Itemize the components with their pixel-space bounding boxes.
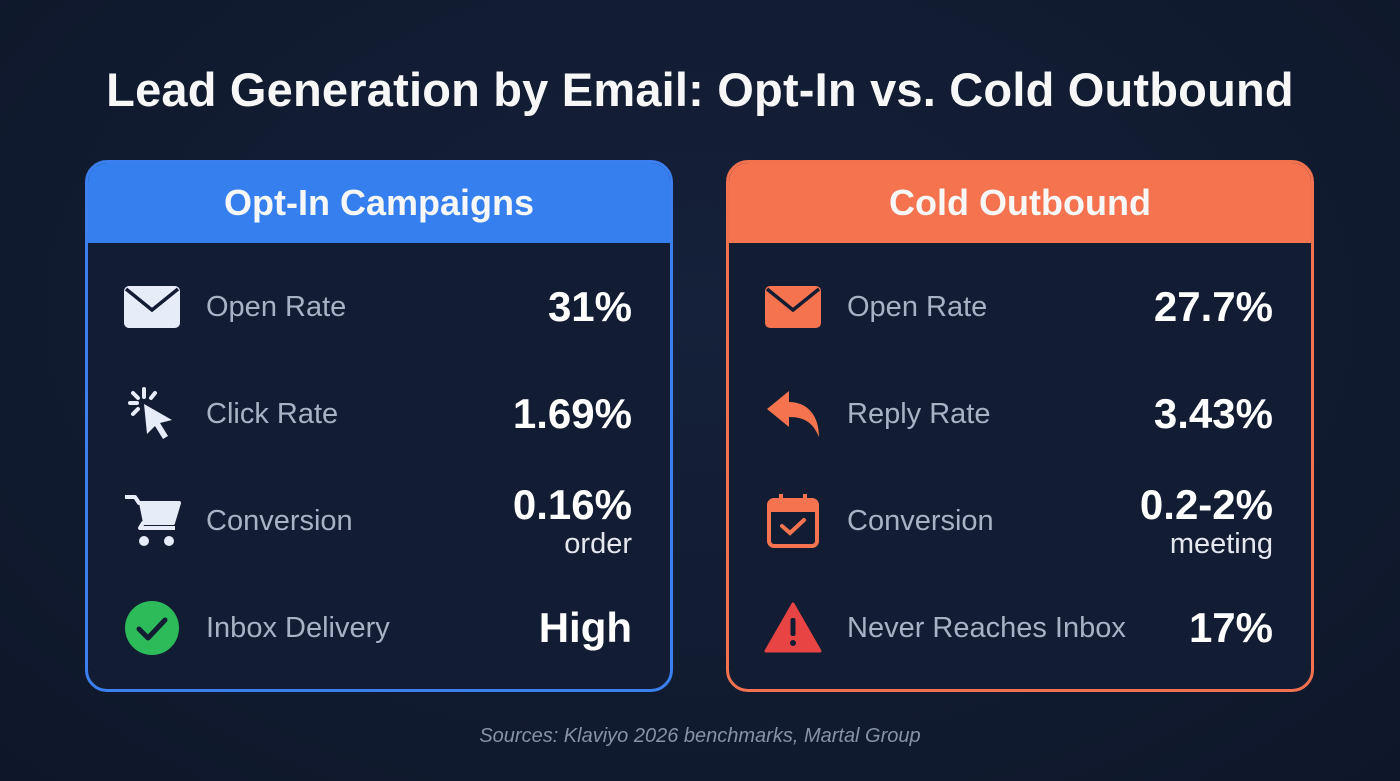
metric-value: 0.2-2% meeting [1139,480,1273,560]
optin-card-header: Opt-In Campaigns [88,163,670,243]
metric-label: Click Rate [206,397,339,430]
optin-row-click-rate: Click Rate 1.69% [88,374,670,454]
metric-subtext: meeting [1169,527,1273,560]
metric-value: 3.43% [1153,390,1273,437]
cold-row-open-rate: Open Rate 27.7% [729,267,1311,347]
metric-value: High [538,604,632,651]
envelope-icon [122,277,182,337]
optin-row-inbox-delivery: Inbox Delivery High [88,588,670,668]
optin-row-open-rate: Open Rate 31% [88,267,670,347]
shopping-cart-icon [122,491,182,551]
cold-card-header: Cold Outbound [729,163,1311,243]
cold-row-conversion: Conversion 0.2-2% meeting [729,481,1311,561]
metric-value: 1.69% [512,390,632,437]
metric-value: 31% [547,283,632,330]
metric-label: Reply Rate [847,397,991,430]
metric-label: Conversion [847,504,994,537]
source-caption: Sources: Klaviyo 2026 benchmarks, Martal… [479,725,921,747]
page-title: Lead Generation by Email: Opt-In vs. Col… [106,63,1294,116]
cursor-click-icon [122,384,182,444]
reply-arrow-icon [763,384,823,444]
cold-row-reply-rate: Reply Rate 3.43% [729,374,1311,454]
optin-card: Opt-In Campaigns Open Rate 31% Click Rat… [85,160,673,692]
envelope-icon [763,277,823,337]
optin-row-conversion: Conversion 0.16% order [88,481,670,561]
metric-value: 17% [1188,604,1273,651]
metric-value: 27.7% [1153,283,1273,330]
metric-label: Open Rate [847,290,988,323]
metric-label: Open Rate [206,290,347,323]
calendar-check-icon [763,491,823,551]
check-circle-icon [122,598,182,658]
metric-label: Never Reaches Inbox [847,611,1126,644]
cold-row-never-reaches-inbox: Never Reaches Inbox 17% [729,588,1311,668]
warning-triangle-icon [763,598,823,658]
metric-label: Inbox Delivery [206,611,390,644]
metric-value: 0.16% order [512,480,632,560]
metric-subtext: order [564,527,632,560]
metric-label: Conversion [206,504,353,537]
cold-outbound-card: Cold Outbound Open Rate 27.7% Reply Rate… [726,160,1314,692]
